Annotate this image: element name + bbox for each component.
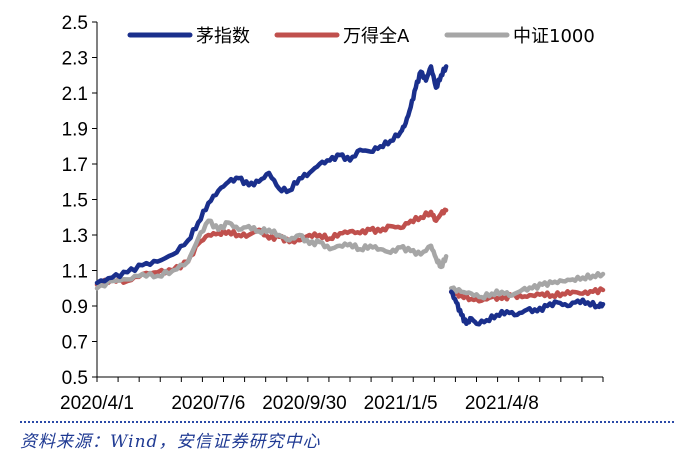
legend-label: 万得全A: [343, 26, 410, 47]
chart-axes: 0.5 0.7 0.9 1.1 1.3 1.5 1.7 1.9 2.1 2.3 2.5 2020/4/…: [60, 13, 604, 414]
source-note: 资料来源：Wind，安信证券研究中心: [20, 432, 321, 452]
y-tick-label: 0.9: [62, 297, 88, 318]
line-chart: 0.5 0.7 0.9 1.1 1.3 1.5 1.7 1.9 2.1 2.3 2.5 2020/4/…: [60, 13, 606, 414]
x-tick-label: 2021/4/8: [465, 393, 539, 414]
y-tick-label: 2.3: [62, 49, 88, 70]
legend-label: 茅指数: [196, 26, 250, 47]
y-tick-label: 1.9: [62, 120, 88, 141]
series-line-3-segment-2: [448, 270, 606, 301]
y-tick-label: 1.7: [62, 155, 88, 176]
series-layer: [94, 64, 606, 327]
y-tick-label: 0.5: [62, 368, 88, 389]
x-tick-label: 2020/7/6: [171, 393, 245, 414]
legend-label: 中证1000: [513, 26, 595, 47]
series-line-1-segment-2: [448, 289, 606, 327]
x-tick-label: 2020/9/30: [262, 393, 347, 414]
source-divider: [20, 421, 674, 423]
y-tick-label: 0.7: [62, 333, 88, 354]
y-tick-label: 2.1: [62, 84, 88, 105]
x-tick-label: 2020/4/1: [60, 393, 134, 414]
series-line-1-segment-1: [94, 64, 449, 286]
x-tick-label: 2021/1/5: [364, 393, 438, 414]
y-tick-label: 2.5: [62, 13, 88, 34]
y-tick-label: 1.3: [62, 226, 88, 247]
y-tick-label: 1.1: [62, 262, 88, 283]
legend: 茅指数 万得全A 中证1000: [127, 26, 595, 47]
series-line-2-segment-2: [448, 286, 606, 304]
series-line-3-segment-1: [94, 218, 449, 291]
y-tick-label: 1.5: [62, 191, 88, 212]
